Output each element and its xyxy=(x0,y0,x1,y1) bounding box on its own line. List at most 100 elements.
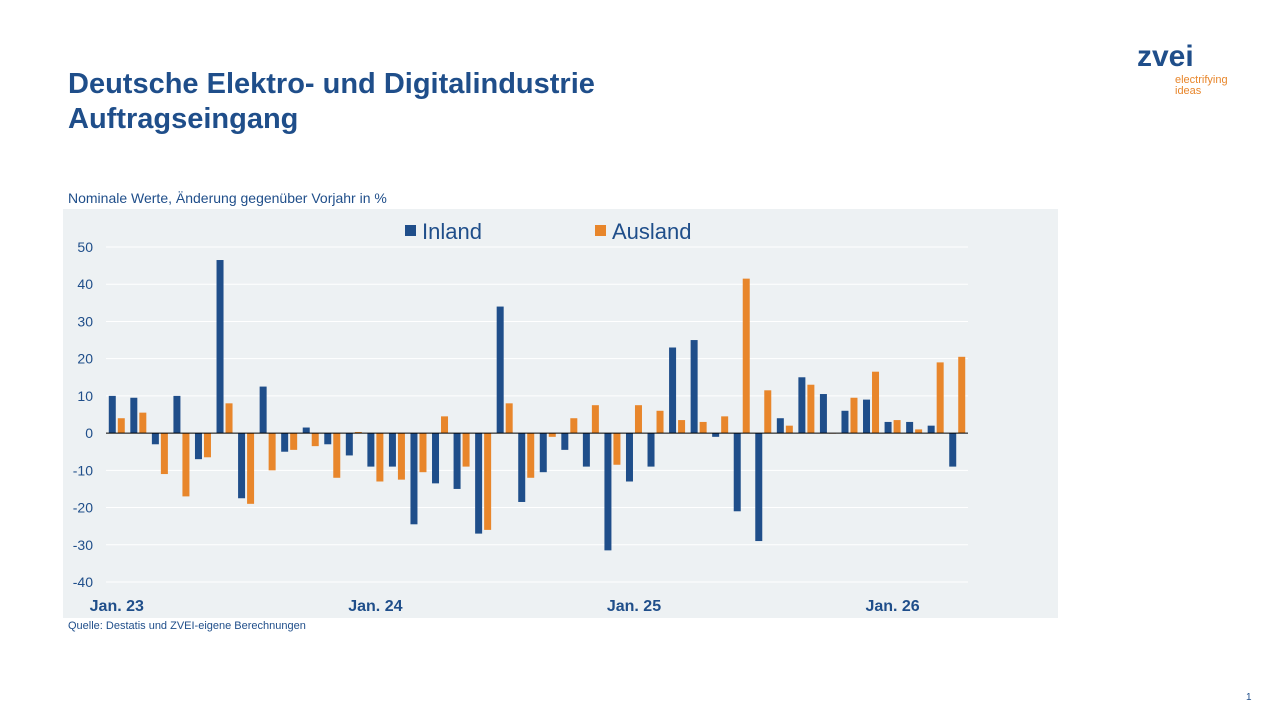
bar-ausland xyxy=(203,433,211,458)
bar-ausland xyxy=(721,416,729,434)
bar-inland xyxy=(216,260,224,434)
bar-ausland xyxy=(850,397,858,434)
bar-inland xyxy=(906,421,914,434)
bar-inland xyxy=(798,377,806,434)
bar-inland xyxy=(927,425,935,434)
bar-inland xyxy=(173,395,181,434)
bar-ausland xyxy=(678,420,686,434)
y-tick-label: 50 xyxy=(77,239,93,255)
bar-inland xyxy=(712,433,720,437)
bar-ausland xyxy=(807,384,815,434)
bar-ausland xyxy=(958,356,966,434)
bar-ausland xyxy=(548,433,556,437)
y-tick-label: 0 xyxy=(85,425,93,441)
bar-ausland xyxy=(354,431,362,434)
chart-caption: Nominale Werte, Änderung gegenüber Vorja… xyxy=(68,190,387,206)
bar-inland xyxy=(130,397,138,434)
bar-inland xyxy=(949,433,957,467)
y-tick-label: 10 xyxy=(77,388,93,404)
y-tick-label: -20 xyxy=(73,500,93,516)
bar-inland xyxy=(669,347,677,434)
bar-inland xyxy=(108,395,116,434)
bar-ausland xyxy=(290,433,298,450)
bar-ausland xyxy=(613,433,621,465)
bar-ausland xyxy=(311,433,319,447)
zvei-logo: zvei electrifying ideas xyxy=(1137,42,1247,102)
bar-ausland xyxy=(376,433,384,482)
bar-inland xyxy=(604,433,612,551)
bar-ausland xyxy=(699,421,707,434)
bar-inland xyxy=(776,418,784,434)
gridlines xyxy=(106,246,968,583)
bar-ausland xyxy=(225,403,233,434)
bar-ausland xyxy=(333,433,341,478)
bar-inland xyxy=(625,433,633,482)
page-title: Deutsche Elektro- und Digitalindustrie xyxy=(68,68,595,100)
bar-ausland xyxy=(527,433,535,478)
bar-inland xyxy=(475,433,483,534)
x-tick-label: Jan. 23 xyxy=(90,598,144,615)
y-tick-label: 40 xyxy=(77,276,93,292)
bar-inland xyxy=(496,306,504,434)
bar-ausland xyxy=(936,362,944,434)
logo-tagline-line2: ideas xyxy=(1175,85,1202,97)
y-tick-label: 20 xyxy=(77,351,93,367)
bar-inland xyxy=(819,394,827,434)
bar-ausland xyxy=(247,433,255,504)
bar-inland xyxy=(582,433,590,467)
bar-inland xyxy=(884,421,892,434)
bar-inland xyxy=(410,433,418,525)
bar-ausland xyxy=(419,433,427,473)
bar-ausland xyxy=(591,405,599,434)
bar-inland xyxy=(755,433,763,542)
bar-ausland xyxy=(268,433,276,471)
bar-inland xyxy=(863,399,871,434)
x-tick-label: Jan. 25 xyxy=(607,598,661,615)
bar-inland xyxy=(367,433,375,467)
source-note: Quelle: Destatis und ZVEI-eigene Berechn… xyxy=(68,620,306,632)
bar-inland xyxy=(324,433,332,445)
bar-ausland xyxy=(441,416,449,434)
bar-inland xyxy=(539,433,547,473)
bar-ausland xyxy=(764,390,772,434)
bar-ausland xyxy=(182,433,190,497)
bar-inland xyxy=(151,433,159,445)
y-tick-label: -10 xyxy=(73,462,93,478)
bar-ausland xyxy=(570,418,578,434)
bar-inland xyxy=(238,433,246,499)
bar-inland xyxy=(518,433,526,502)
bar-inland xyxy=(432,433,440,484)
bars xyxy=(108,260,966,551)
bar-inland xyxy=(647,433,655,467)
bar-ausland xyxy=(505,403,513,434)
plot-background xyxy=(63,209,1058,618)
bar-ausland xyxy=(634,405,642,434)
y-tick-label: 30 xyxy=(77,313,93,329)
bar-inland xyxy=(281,433,289,452)
page-subtitle: Auftragseingang xyxy=(68,103,299,135)
bar-ausland xyxy=(872,371,880,434)
logo-tagline-line1: electrifying xyxy=(1175,74,1228,86)
bar-ausland xyxy=(742,278,750,434)
bar-inland xyxy=(388,433,396,467)
bar-inland xyxy=(259,386,267,434)
bar-ausland xyxy=(139,412,147,434)
bar-ausland xyxy=(397,433,405,480)
y-tick-label: -40 xyxy=(73,574,93,590)
legend-label-inland: Inland xyxy=(422,219,482,244)
bar-ausland xyxy=(893,420,901,434)
page-number: 1 xyxy=(1246,692,1252,703)
logo-wordmark: zvei xyxy=(1137,40,1194,73)
legend-swatch-ausland xyxy=(595,225,606,236)
bar-inland xyxy=(733,433,741,512)
legend-swatch-inland xyxy=(405,225,416,236)
axes: -40 -30 -20 -10 0 10 20 30 40 50 Jan. 23 Jan. 24 Jan… xyxy=(73,239,968,615)
bar-ausland xyxy=(462,433,470,467)
bar-inland xyxy=(561,433,569,450)
bar-inland xyxy=(194,433,202,460)
bar-inland xyxy=(453,433,461,489)
bar-ausland xyxy=(656,410,664,434)
y-tick-label: -30 xyxy=(73,537,93,553)
bar-inland xyxy=(841,410,849,434)
